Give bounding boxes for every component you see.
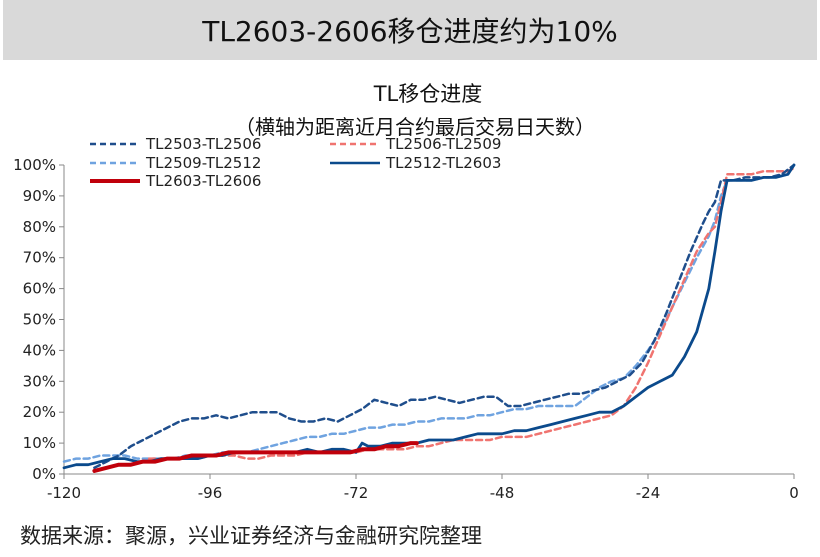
- y-tick-label: 10%: [23, 434, 56, 452]
- series-line-tl2509-tl2512: [62, 163, 796, 463]
- y-tick-label: 80%: [23, 218, 56, 236]
- banner: TL2603-2606移仓进度约为10%: [3, 0, 817, 60]
- y-tick-label: 50%: [23, 311, 56, 329]
- legend-label-tl2509-tl2512: TL2509-TL2512: [145, 154, 261, 172]
- chart-title: TL移仓进度: [373, 82, 483, 106]
- y-tick-label: 20%: [23, 403, 56, 421]
- series-group: [62, 163, 796, 473]
- y-tick-label: 70%: [23, 249, 56, 267]
- series-line-tl2503-tl2506: [93, 163, 796, 470]
- legend-label-tl2603-tl2606: TL2603-TL2606: [145, 172, 261, 190]
- series-line-tl2506-tl2509: [147, 166, 796, 460]
- legend-label-tl2512-tl2603: TL2512-TL2603: [385, 154, 501, 172]
- series-line-tl2512-tl2603: [62, 163, 796, 470]
- x-tick-label: -24: [636, 484, 661, 502]
- chart-subtitle: （横轴为距离近月合约最后交易日天数）: [235, 115, 595, 139]
- series-line-tl2603-tl2606: [92, 441, 419, 473]
- source-note: 数据来源：聚源，兴业证券经济与金融研究院整理: [20, 524, 482, 548]
- y-tick-label: 100%: [13, 156, 56, 174]
- x-tick-label: 0: [789, 484, 799, 502]
- y-tick-label: 90%: [23, 187, 56, 205]
- legend-label-tl2503-tl2506: TL2503-TL2506: [145, 135, 261, 153]
- legend-label-tl2506-tl2509: TL2506-TL2509: [385, 135, 501, 153]
- y-tick-label: 60%: [23, 280, 56, 298]
- y-tick-label: 40%: [23, 341, 56, 359]
- x-tick-label: -72: [344, 484, 369, 502]
- x-tick-label: -120: [47, 484, 81, 502]
- axes: 0% 10% 20% 30% 40% 50% 60% 70% 80% 90% 100% -120 -96…: [13, 156, 799, 502]
- x-tick-label: -48: [490, 484, 515, 502]
- banner-title: TL2603-2606移仓进度约为10%: [202, 15, 618, 48]
- y-tick-label: 30%: [23, 372, 56, 390]
- x-tick-label: -96: [198, 484, 223, 502]
- y-tick-label: 0%: [32, 465, 56, 483]
